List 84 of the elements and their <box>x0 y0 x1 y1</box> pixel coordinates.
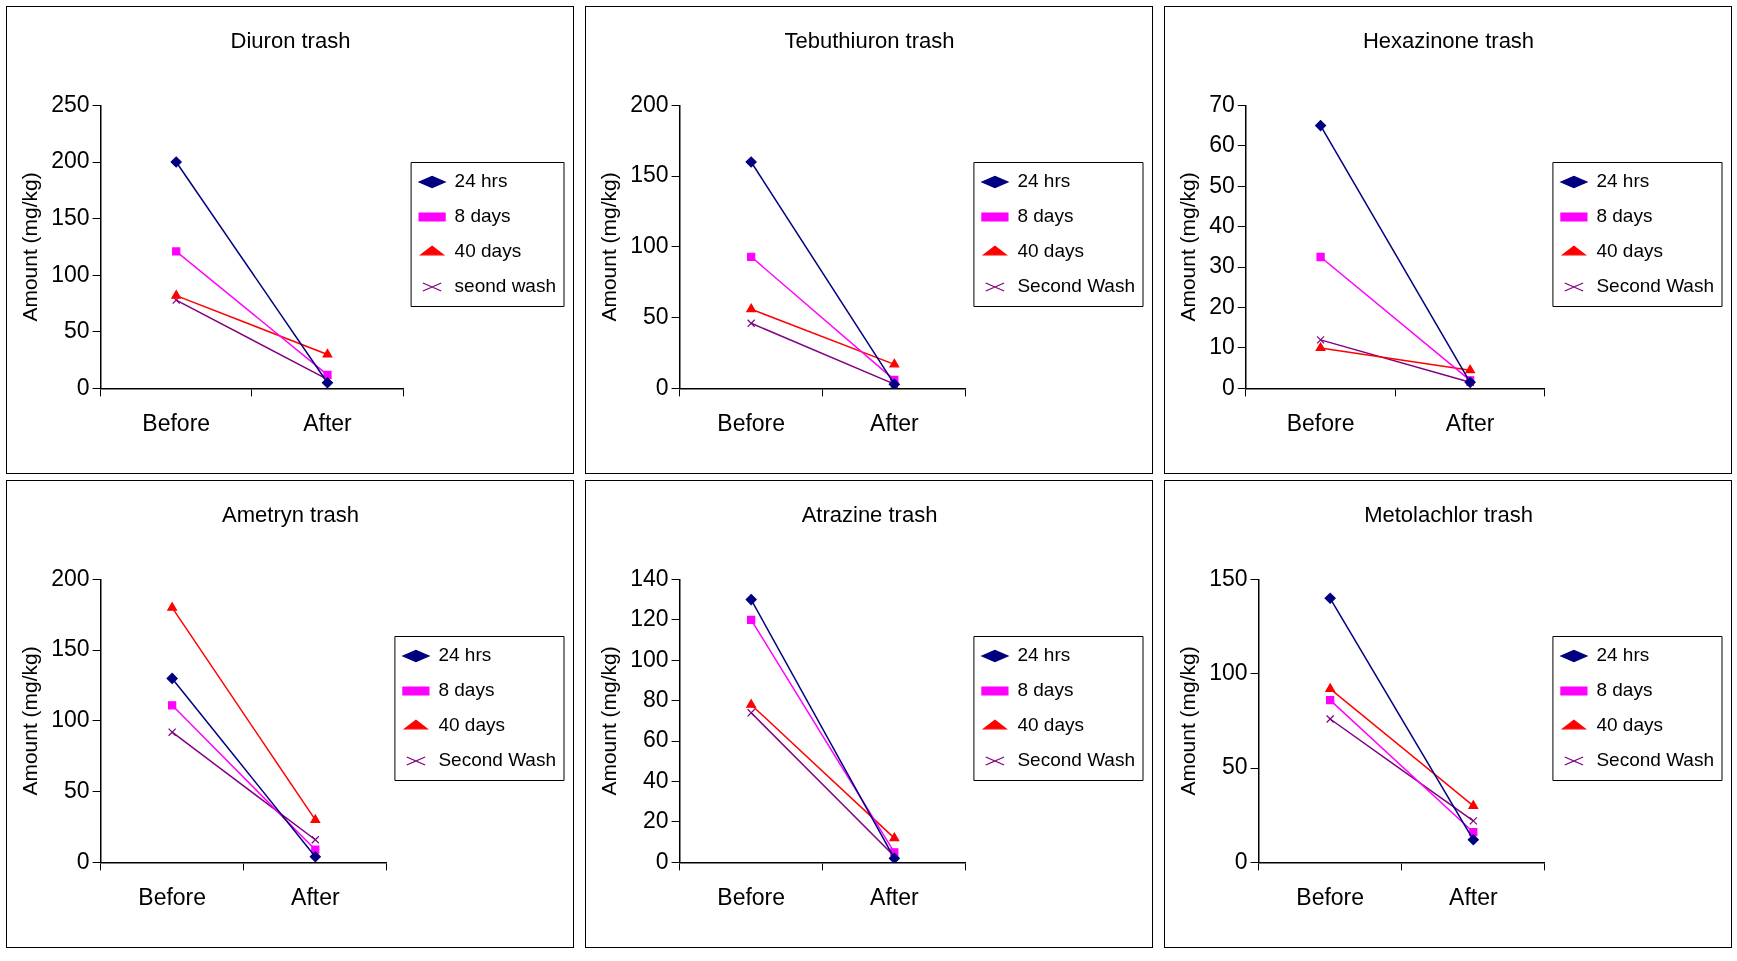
y-tick-label: 150 <box>1209 564 1248 591</box>
y-tick-label: 140 <box>630 564 669 591</box>
legend-label: 24 hrs <box>1017 170 1071 192</box>
y-axis-title: Amount (mg/kg) <box>597 172 621 322</box>
chart-title: Hexazinone trash <box>1362 28 1535 54</box>
y-tick-label: 0 <box>1221 373 1235 400</box>
x-tick-label: After <box>870 409 919 436</box>
y-tick-label: 70 <box>1209 90 1235 117</box>
legend-label: 24 hrs <box>1596 170 1650 192</box>
x-tick-label: Before <box>717 409 786 436</box>
y-tick-label: 150 <box>51 203 90 230</box>
legend-label: 40 days <box>1596 714 1663 736</box>
legend-label: 40 days <box>1017 240 1084 262</box>
x-tick-label: Before <box>717 883 786 910</box>
legend-label: 40 days <box>1596 240 1663 262</box>
legend-label: 40 days <box>1017 714 1084 736</box>
y-tick-label: 200 <box>51 564 90 591</box>
y-tick-label: 0 <box>1234 847 1248 874</box>
legend-label: Second Wash <box>438 749 557 771</box>
y-tick-label: 120 <box>630 605 669 632</box>
chart-title: Atrazine trash <box>801 502 938 528</box>
y-tick-label: 100 <box>51 260 90 287</box>
y-tick-label: 80 <box>642 686 669 713</box>
y-tick-label: 40 <box>642 766 669 793</box>
legend-label: 24 hrs <box>1017 644 1071 666</box>
x-tick-label: After <box>291 883 340 910</box>
y-tick-label: 100 <box>630 232 669 259</box>
y-tick-label: 100 <box>630 645 669 672</box>
y-tick-label: 60 <box>642 726 669 753</box>
x-tick-label: After <box>1445 409 1495 436</box>
y-tick-label: 150 <box>51 635 90 662</box>
legend-label: Second Wash <box>1596 749 1715 771</box>
y-tick-label: 200 <box>630 90 669 117</box>
y-tick-label: 0 <box>76 847 90 874</box>
chart-title: Metolachlor trash <box>1364 502 1533 528</box>
x-tick-label: After <box>1449 883 1498 910</box>
y-axis-title: Amount (mg/kg) <box>1176 646 1200 796</box>
y-tick-label: 20 <box>1209 292 1235 319</box>
y-tick-label: 40 <box>1209 212 1235 239</box>
legend-label: Second Wash <box>1017 749 1136 771</box>
y-axis-title: Amount (mg/kg) <box>1176 172 1200 322</box>
y-axis-title: Amount (mg/kg) <box>18 646 42 796</box>
legend-label: 40 days <box>438 714 505 736</box>
x-tick-label: Before <box>1286 409 1355 436</box>
y-tick-label: 50 <box>642 302 669 329</box>
y-tick-label: 200 <box>51 147 90 174</box>
y-tick-label: 50 <box>63 776 90 803</box>
x-tick-label: After <box>303 409 353 436</box>
legend-label: 8 days <box>1596 679 1653 701</box>
legend-label: 8 days <box>454 205 511 227</box>
x-tick-label: Before <box>138 883 207 910</box>
legend-label: Second Wash <box>1017 275 1136 297</box>
y-tick-label: 50 <box>1209 171 1235 198</box>
legend-label: 24 hrs <box>438 644 492 666</box>
x-tick-label: After <box>870 883 919 910</box>
y-tick-label: 50 <box>1221 753 1248 780</box>
y-tick-label: 0 <box>655 847 669 874</box>
chart-title: Diuron trash <box>230 28 351 54</box>
y-tick-label: 0 <box>655 373 669 400</box>
y-tick-label: 100 <box>1209 659 1248 686</box>
y-tick-label: 0 <box>76 373 90 400</box>
legend-label: 8 days <box>438 679 495 701</box>
y-tick-label: 250 <box>51 90 90 117</box>
y-tick-label: 150 <box>630 161 669 188</box>
legend-label: seond wash <box>454 275 556 297</box>
x-tick-label: Before <box>1296 883 1365 910</box>
legend-label: 24 hrs <box>1596 644 1650 666</box>
x-tick-label: Before <box>142 409 211 436</box>
legend-label: 40 days <box>454 240 522 262</box>
y-tick-label: 50 <box>63 317 90 344</box>
y-tick-label: 20 <box>642 807 669 834</box>
y-tick-label: 100 <box>51 706 90 733</box>
y-axis-title: Amount (mg/kg) <box>597 646 621 796</box>
legend-label: 8 days <box>1017 205 1074 227</box>
legend-label: Second Wash <box>1596 275 1715 297</box>
y-tick-label: 60 <box>1209 131 1235 158</box>
y-tick-label: 10 <box>1209 333 1235 360</box>
y-tick-label: 30 <box>1209 252 1235 279</box>
chart-title: Tebuthiuron trash <box>784 28 955 54</box>
legend-label: 8 days <box>1017 679 1074 701</box>
y-axis-title: Amount (mg/kg) <box>18 172 42 322</box>
legend-label: 8 days <box>1596 205 1653 227</box>
legend-label: 24 hrs <box>454 170 508 192</box>
chart-title: Ametryn trash <box>222 502 359 528</box>
